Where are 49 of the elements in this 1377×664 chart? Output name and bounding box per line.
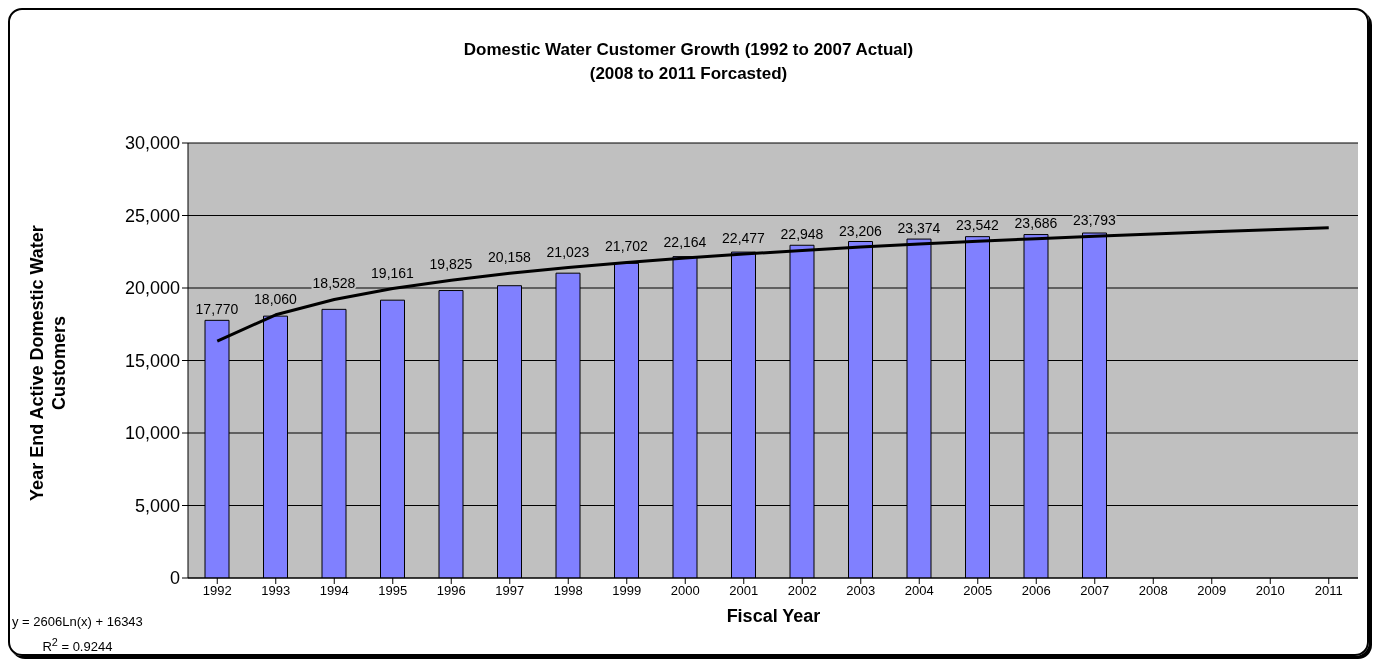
data-label: 22,948 xyxy=(780,226,824,243)
y-tick-label: 15,000 xyxy=(124,350,180,371)
x-tick-label: 1995 xyxy=(378,583,408,599)
chart-title: Domestic Water Customer Growth (1992 to 2007 Actual) xyxy=(462,39,915,61)
y-tick-label: 20,000 xyxy=(124,278,180,299)
x-tick-label: 2001 xyxy=(729,583,759,599)
data-label: 21,702 xyxy=(605,238,649,255)
data-label: 17,770 xyxy=(195,301,239,318)
y-tick-label: 0 xyxy=(169,568,180,589)
y-axis-title: Year End Active Domestic Water Customers xyxy=(26,224,70,503)
y-tick-label: 10,000 xyxy=(124,423,180,444)
x-tick-label: 2004 xyxy=(904,583,934,599)
data-label: 23,206 xyxy=(839,222,883,239)
x-tick-label: 2006 xyxy=(1021,583,1051,599)
data-label: 20,158 xyxy=(488,249,532,266)
data-label: 19,825 xyxy=(429,256,473,273)
text: y = 2606Ln(x) + 16343 xyxy=(12,613,143,631)
data-label: 22,477 xyxy=(722,230,766,247)
y-tick-label: 30,000 xyxy=(124,133,180,154)
x-tick-label: 1992 xyxy=(202,583,232,599)
data-label: 23,686 xyxy=(1014,214,1058,231)
x-tick-label: 1996 xyxy=(436,583,466,599)
x-tick-label: 2005 xyxy=(963,583,993,599)
x-tick-label: 2000 xyxy=(670,583,700,599)
data-label: 23,374 xyxy=(897,220,941,237)
data-label: 21,023 xyxy=(546,243,590,260)
chart-subtitle: (2008 to 2011 Forcasted) xyxy=(588,63,789,85)
x-tick-label: 2007 xyxy=(1080,583,1110,599)
data-label: 22,164 xyxy=(663,233,707,250)
x-tick-label: 2009 xyxy=(1197,583,1227,599)
x-tick-label: 1998 xyxy=(553,583,583,599)
x-tick-label: 2010 xyxy=(1255,583,1285,599)
x-tick-label: 2003 xyxy=(846,583,876,599)
data-label: 18,060 xyxy=(254,290,298,307)
x-tick-label: 2011 xyxy=(1314,583,1343,599)
x-axis-title: Fiscal Year xyxy=(726,606,821,626)
x-tick-label: 1994 xyxy=(319,583,349,599)
y-tick-label: 5,000 xyxy=(134,495,180,516)
x-tick-label: 1999 xyxy=(612,583,642,599)
x-tick-label: 2002 xyxy=(787,583,817,599)
x-tick-label: 2008 xyxy=(1138,583,1168,599)
data-label: 23,793 xyxy=(1073,212,1117,229)
x-tick-label: 1993 xyxy=(261,583,291,599)
x-tick-label: 1997 xyxy=(495,583,525,599)
data-label: 19,161 xyxy=(371,264,415,281)
y-tick-label: 25,000 xyxy=(124,205,180,226)
text: R$^{2}$ = 0.9244 xyxy=(41,635,114,657)
data-label: 23,542 xyxy=(956,217,1000,234)
data-label: 18,528 xyxy=(312,275,356,292)
